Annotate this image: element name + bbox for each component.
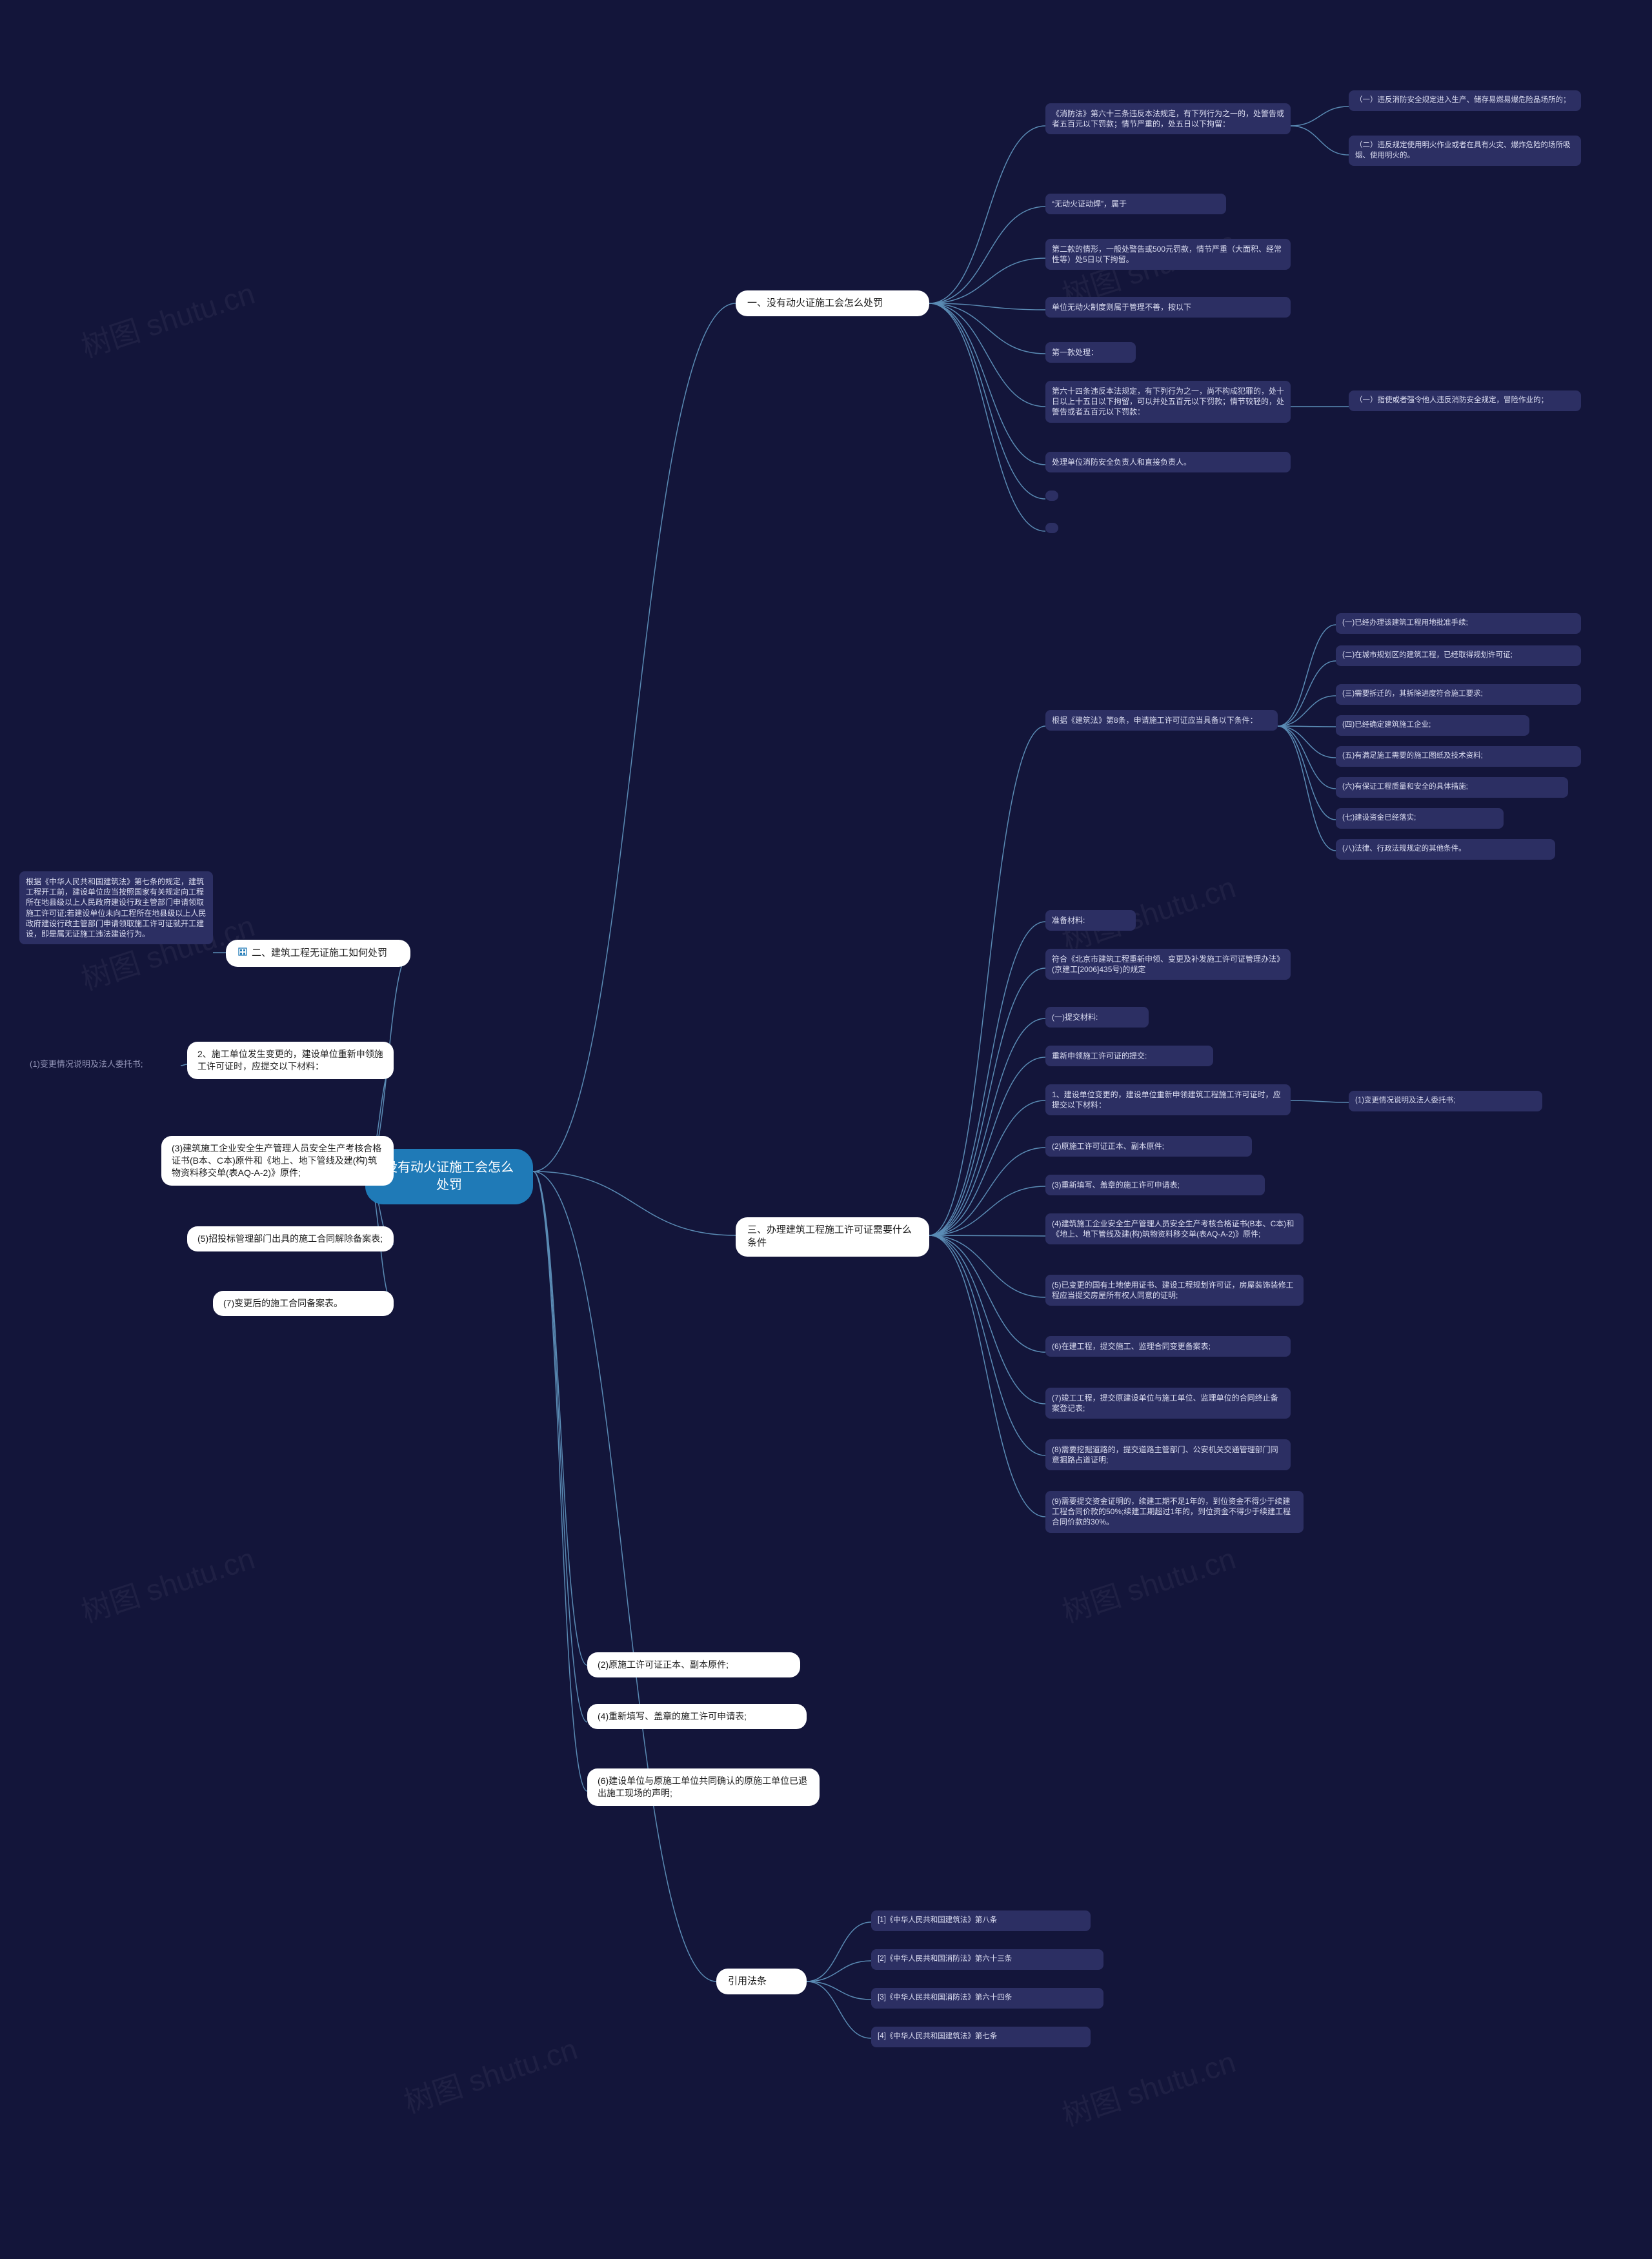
mindmap-node-b3h[interactable]: (3)重新填写、盖章的施工许可申请表; [1045,1175,1265,1195]
mindmap-node-ref4[interactable]: [4]《中华人民共和国建筑法》第七条 [871,2027,1091,2047]
mindmap-node-b1a2[interactable]: （二）违反规定使用明火作业或者在具有火灾、爆炸危险的场所吸烟、使用明火的。 [1349,136,1581,166]
mindmap-node-L2c[interactable]: (5)招投标管理部门出具的施工合同解除备案表; [187,1226,394,1251]
mindmap-node-b1d[interactable]: 单位无动火制度则属于管理不善，按以下 [1045,297,1291,318]
mindmap-node-L2d[interactable]: (7)变更后的施工合同备案表。 [213,1291,394,1316]
mindmap-node-b1a1[interactable]: （一）违反消防安全规定进入生产、储存易燃易爆危险品场所的； [1349,90,1581,111]
mindmap-node-b3g[interactable]: (2)原施工许可证正本、副本原件; [1045,1136,1252,1157]
mindmap-node-b3f1[interactable]: (1)变更情况说明及法人委托书; [1349,1091,1542,1111]
mindmap-node-b1e[interactable]: 第一款处理： [1045,342,1136,363]
mindmap-node-b3i[interactable]: (4)建筑施工企业安全生产管理人员安全生产考核合格证书(B本、C本)和《地上、地… [1045,1213,1304,1244]
mindmap-links [0,0,1652,2259]
mindmap-node-b3f[interactable]: 1、建设单位变更的，建设单位重新申领建筑工程施工许可证时，应提交以下材料： [1045,1084,1291,1115]
mindmap-node-b3a7[interactable]: (七)建设资金已经落实; [1336,808,1504,829]
mindmap-node-b1b[interactable]: “无动火证动焊”，属于 [1045,194,1226,214]
mindmap-node-b2[interactable]: 二、建筑工程无证施工如何处罚 [226,940,410,967]
mindmap-node-bRef[interactable]: 引用法条 [716,1969,807,1994]
mindmap-node-b3a6[interactable]: (六)有保证工程质量和安全的具体措施; [1336,777,1568,798]
mindmap-node-b3k[interactable]: (6)在建工程，提交施工、监理合同变更备案表; [1045,1336,1291,1357]
mindmap-node-b3a8[interactable]: (八)法律、行政法规规定的其他条件。 [1336,839,1555,860]
mindmap-node-b3a3[interactable]: (三)需要拆迁的，其拆除进度符合施工要求; [1336,684,1581,705]
mindmap-node-W4[interactable]: (4)重新填写、盖章的施工许可申请表; [587,1704,807,1729]
mindmap-node-b3a4[interactable]: (四)已经确定建筑施工企业; [1336,715,1529,736]
mindmap-node-b3n[interactable]: (9)需要提交资金证明的，续建工期不足1年的，到位资金不得少于续建工程合同价款的… [1045,1491,1304,1533]
mindmap-node-b1i[interactable] [1045,523,1058,533]
mindmap-node-b1a[interactable]: 《消防法》第六十三条违反本法规定，有下列行为之一的，处警告或者五百元以下罚款；情… [1045,103,1291,134]
mindmap-node-b1f1[interactable]: （一）指使或者强令他人违反消防安全规定，冒险作业的； [1349,390,1581,411]
mindmap-node-b3[interactable]: 三、办理建筑工程施工许可证需要什么条件 [736,1217,929,1257]
mindmap-node-b1g[interactable]: 处理单位消防安全负责人和直接负责人。 [1045,452,1291,472]
watermark: 树图 shutu.cn [1056,2039,1240,2135]
mindmap-node-b3a5[interactable]: (五)有满足施工需要的施工图纸及技术资料; [1336,746,1581,767]
mindmap-node-b1f[interactable]: 第六十四条违反本法规定，有下列行为之一，尚不构成犯罪的，处十日以上十五日以下拘留… [1045,381,1291,423]
mindmap-node-b3a2[interactable]: (二)在城市规划区的建筑工程，已经取得规划许可证; [1336,645,1581,666]
mindmap-node-b3m[interactable]: (8)需要挖掘道路的，提交道路主管部门、公安机关交通管理部门同意掘路占道证明; [1045,1439,1291,1470]
mindmap-canvas: 树图 shutu.cn 树图 shutu.cn 树图 shutu.cn 树图 shut… [0,0,1652,2259]
mindmap-node-W2[interactable]: (2)原施工许可证正本、副本原件; [587,1652,800,1677]
watermark: 树图 shutu.cn [1056,1535,1240,1632]
mindmap-node-b3j[interactable]: (5)已变更的国有土地使用证书、建设工程规划许可证，房屋装饰装修工程应当提交房屋… [1045,1275,1304,1306]
mindmap-node-b3a1[interactable]: (一)已经办理该建筑工程用地批准手续; [1336,613,1581,634]
mindmap-node-ref3[interactable]: [3]《中华人民共和国消防法》第六十四条 [871,1988,1103,2009]
mindmap-node-b2a[interactable]: 根据《中华人民共和国建筑法》第七条的规定，建筑工程开工前，建设单位应当按照国家有… [19,871,213,944]
mindmap-node-ref1[interactable]: [1]《中华人民共和国建筑法》第八条 [871,1910,1091,1931]
mindmap-node-L2a1[interactable]: (1)变更情况说明及法人委托书; [26,1056,181,1073]
mindmap-node-L2a[interactable]: 2、施工单位发生变更的，建设单位重新申领施工许可证时，应提交以下材料： [187,1042,394,1079]
mindmap-node-b1[interactable]: 一、没有动火证施工会怎么处罚 [736,290,929,316]
building-icon [237,946,248,960]
watermark: 树图 shutu.cn [76,1535,259,1632]
mindmap-node-b1h[interactable] [1045,491,1058,501]
mindmap-node-L2b[interactable]: (3)建筑施工企业安全生产管理人员安全生产考核合格证书(B本、C本)原件和《地上… [161,1136,394,1186]
mindmap-node-b3a[interactable]: 根据《建筑法》第8条，申请施工许可证应当具备以下条件： [1045,710,1278,731]
mindmap-node-ref2[interactable]: [2]《中华人民共和国消防法》第六十三条 [871,1949,1103,1970]
mindmap-node-b3e[interactable]: 重新申领施工许可证的提交: [1045,1046,1213,1066]
mindmap-node-b3b[interactable]: 准备材料: [1045,910,1136,931]
mindmap-node-label: 二、建筑工程无证施工如何处罚 [252,947,387,958]
mindmap-node-b3l[interactable]: (7)竣工工程，提交原建设单位与施工单位、监理单位的合同终止备案登记表; [1045,1388,1291,1419]
mindmap-node-b1c[interactable]: 第二款的情形，一般处警告或500元罚款，情节严重（大面积、经常性等）处5日以下拘… [1045,239,1291,270]
watermark: 树图 shutu.cn [76,270,259,367]
mindmap-node-b3d[interactable]: (一)提交材料: [1045,1007,1149,1028]
watermark: 树图 shutu.cn [398,2026,582,2122]
mindmap-node-b3c[interactable]: 符合《北京市建筑工程重新申领、变更及补发施工许可证管理办法》(京建工[2006]… [1045,949,1291,980]
mindmap-node-W6[interactable]: (6)建设单位与原施工单位共同确认的原施工单位已退出施工现场的声明; [587,1768,820,1806]
